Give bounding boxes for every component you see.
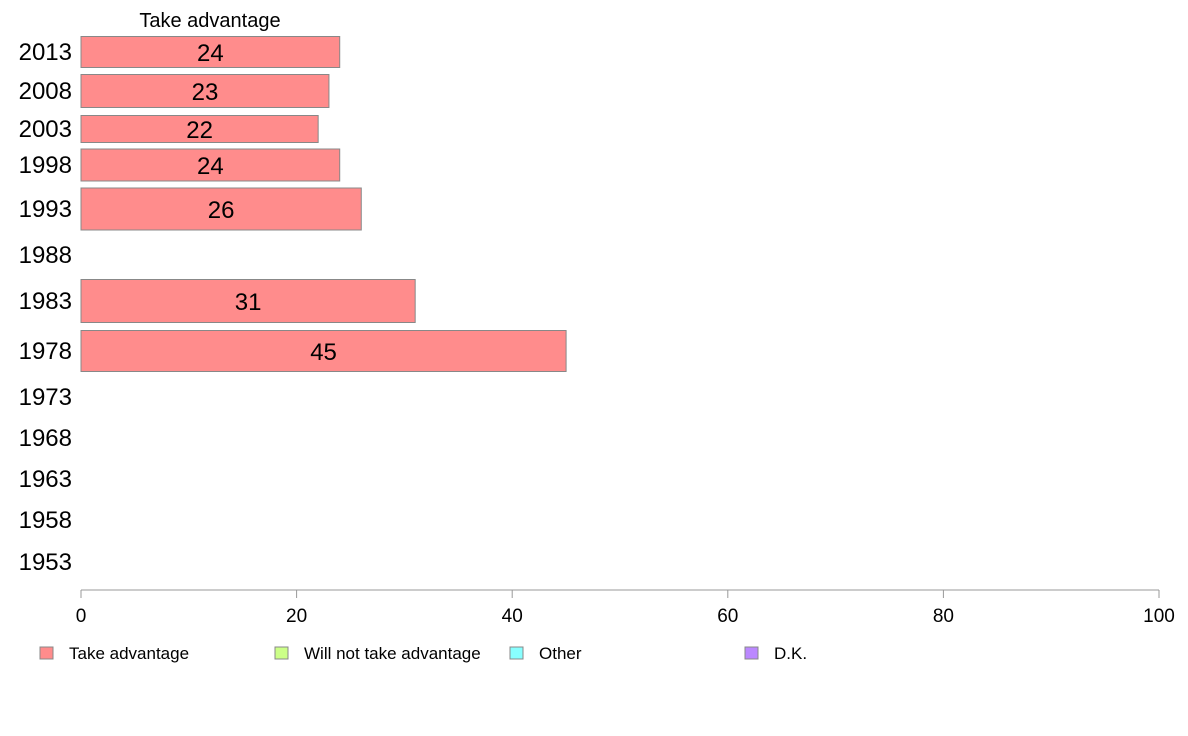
category-label-1958: 1958	[19, 507, 72, 534]
category-label-1963: 1963	[19, 466, 72, 493]
category-label-1953: 1953	[19, 549, 72, 576]
category-label-2013: 2013	[19, 39, 72, 66]
x-tick-label-40: 40	[502, 606, 523, 627]
bar-value-label-1978: 45	[310, 339, 337, 366]
bar-value-label-1993: 26	[208, 197, 235, 224]
legend: Take advantage Will not take advantage Oth…	[39, 644, 807, 663]
bar-value-label-2008: 23	[192, 79, 219, 106]
bar-2003	[80, 115, 319, 143]
bar-1998	[80, 148, 341, 182]
legend-swatch-1	[274, 646, 289, 660]
category-label-1973: 1973	[19, 384, 72, 411]
legend-label-3: D.K.	[774, 644, 807, 663]
bar-2013	[80, 36, 341, 68]
series-title: Take advantage	[139, 10, 280, 32]
category-label-1978: 1978	[19, 338, 72, 365]
x-tick-label-0: 0	[76, 606, 87, 627]
x-axis: 0 20 40 60 80 100	[76, 589, 1175, 627]
legend-swatch-0	[39, 646, 54, 660]
x-tick-label-80: 80	[933, 606, 954, 627]
bar-value-label-2003: 22	[186, 117, 213, 144]
bar-2008	[80, 74, 330, 108]
legend-swatch-2	[509, 646, 524, 660]
bars	[80, 36, 567, 372]
x-tick-label-20: 20	[286, 606, 307, 627]
x-tick-label-100: 100	[1143, 606, 1175, 627]
bar-1983	[80, 279, 416, 323]
bar-value-label-1998: 24	[197, 153, 224, 180]
category-label-2008: 2008	[19, 78, 72, 105]
legend-swatch-3	[744, 646, 759, 660]
bar-value-labels: 24 23 22 24 26 31 45	[186, 40, 337, 366]
bar-value-label-1983: 31	[235, 289, 262, 316]
legend-label-2: Other	[539, 644, 582, 663]
legend-label-0: Take advantage	[69, 644, 189, 663]
category-labels: 2013 2008 2003 1998 1993 1988 1983 1978 1973 1968…	[19, 39, 72, 576]
category-label-2003: 2003	[19, 116, 72, 143]
category-label-1993: 1993	[19, 196, 72, 223]
category-label-1983: 1983	[19, 288, 72, 315]
bar-1978	[80, 330, 567, 372]
category-label-1998: 1998	[19, 152, 72, 179]
x-tick-label-60: 60	[717, 606, 738, 627]
category-label-1968: 1968	[19, 425, 72, 452]
category-label-1988: 1988	[19, 242, 72, 269]
legend-label-1: Will not take advantage	[304, 644, 481, 663]
bar-value-label-2013: 24	[197, 40, 224, 67]
bar-1993	[80, 187, 362, 231]
